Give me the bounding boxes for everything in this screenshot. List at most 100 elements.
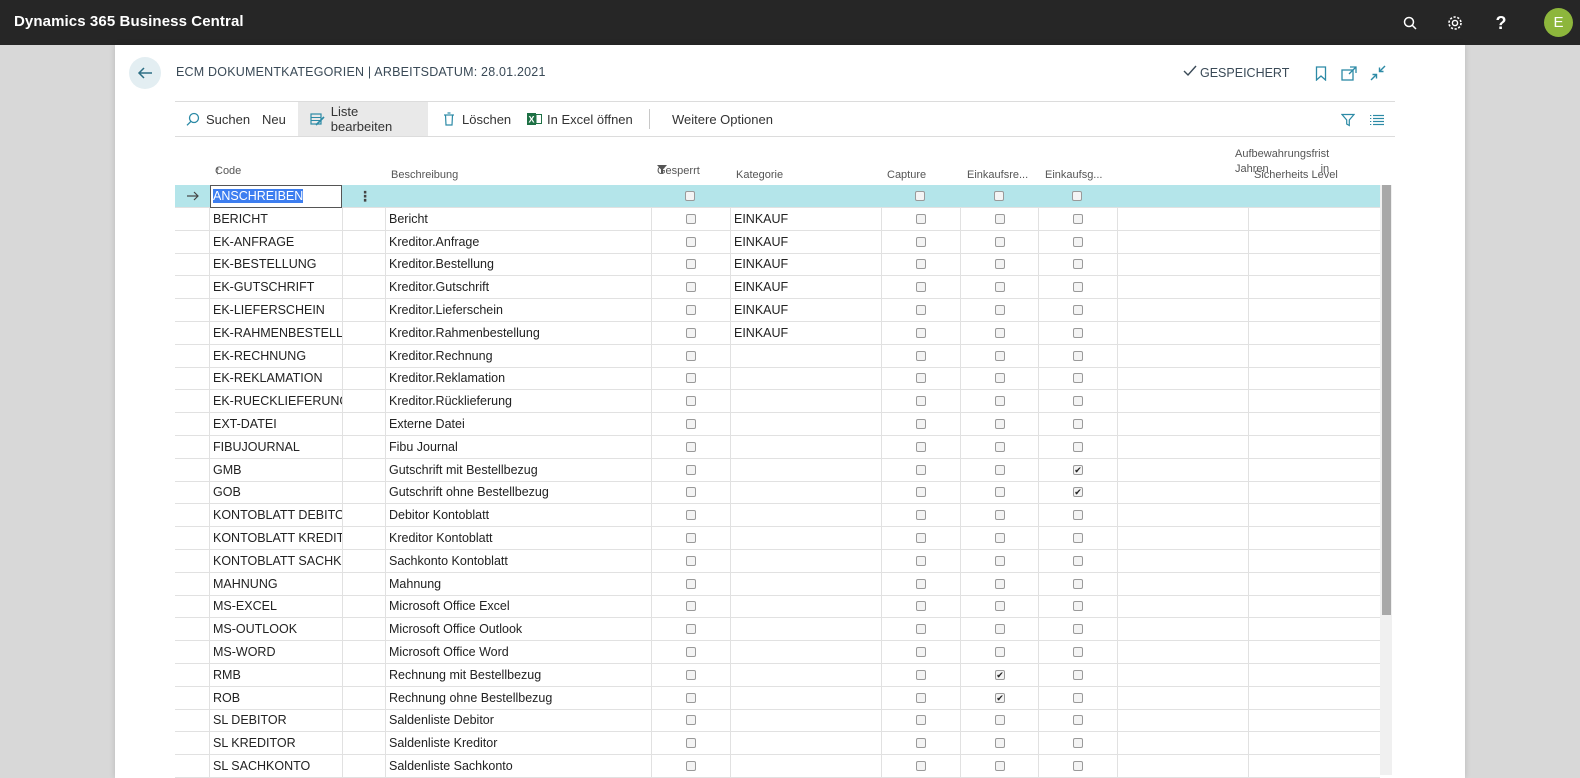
filter-icon[interactable]: [1339, 111, 1357, 129]
category-cell[interactable]: [730, 185, 882, 207]
description-cell[interactable]: Saldenliste Kreditor: [385, 732, 651, 755]
blocked-checkbox[interactable]: [686, 282, 696, 293]
code-cell[interactable]: EK-ANFRAGE: [209, 230, 342, 253]
table-row[interactable]: FIBUJOURNAL Fibu Journal: [175, 435, 1380, 459]
category-cell[interactable]: EINKAUF: [730, 207, 882, 230]
retention-cell[interactable]: [1117, 641, 1249, 663]
code-cell[interactable]: RMB: [209, 663, 342, 686]
category-cell[interactable]: [730, 686, 882, 709]
description-cell[interactable]: Kreditor.Rahmenbestellung: [385, 321, 651, 344]
description-cell[interactable]: Sachkonto Kontoblatt: [385, 549, 651, 572]
column-header-blocked[interactable]: Gesperrt: [657, 145, 732, 185]
column-header-code[interactable]: Code ↑: [215, 145, 385, 185]
delete-button[interactable]: Löschen: [435, 102, 517, 136]
description-cell[interactable]: Fibu Journal: [385, 435, 651, 458]
security-level-cell[interactable]: [1248, 572, 1380, 595]
capture-checkbox[interactable]: [916, 373, 926, 384]
category-cell[interactable]: EINKAUF: [730, 321, 882, 344]
category-cell[interactable]: [730, 732, 882, 755]
retention-cell[interactable]: [1117, 527, 1249, 549]
purchase-invoice-checkbox[interactable]: [995, 510, 1005, 521]
purchase-invoice-checkbox[interactable]: [995, 578, 1005, 589]
capture-checkbox[interactable]: [916, 396, 926, 407]
security-level-cell[interactable]: [1248, 435, 1380, 458]
search-icon[interactable]: [1398, 11, 1422, 35]
table-row[interactable]: EXT-DATEI Externe Datei: [175, 413, 1380, 436]
back-button[interactable]: [129, 57, 161, 89]
purchase-credit-checkbox[interactable]: [1073, 396, 1083, 407]
capture-checkbox[interactable]: [916, 350, 926, 361]
edit-list-button[interactable]: Liste bearbeiten: [298, 102, 428, 136]
retention-cell[interactable]: [1117, 663, 1249, 686]
code-cell[interactable]: EXT-DATEI: [209, 413, 342, 435]
purchase-credit-checkbox[interactable]: [1073, 236, 1083, 247]
security-level-cell[interactable]: [1248, 253, 1380, 276]
table-row[interactable]: EK-BESTELLUNG Kreditor.Bestellung EINKAUF: [175, 253, 1380, 277]
capture-checkbox[interactable]: [916, 761, 926, 771]
collapse-icon[interactable]: [1368, 63, 1388, 83]
category-cell[interactable]: [730, 344, 882, 367]
retention-cell[interactable]: [1117, 549, 1249, 572]
purchase-invoice-checkbox[interactable]: [995, 373, 1005, 384]
capture-checkbox[interactable]: [916, 715, 926, 726]
table-row[interactable]: BERICHT Bericht EINKAUF: [175, 207, 1380, 231]
description-cell[interactable]: Kreditor.Bestellung: [385, 253, 651, 276]
blocked-checkbox[interactable]: [686, 692, 696, 703]
blocked-checkbox[interactable]: [686, 738, 696, 749]
column-header-category[interactable]: Kategorie: [736, 145, 886, 185]
purchase-credit-checkbox[interactable]: [1073, 282, 1083, 293]
description-cell[interactable]: Rechnung ohne Bestellbezug: [385, 686, 651, 709]
blocked-checkbox[interactable]: [686, 669, 696, 680]
table-row[interactable]: EK-LIEFERSCHEIN Kreditor.Lieferschein EINK…: [175, 299, 1380, 322]
column-header-capture[interactable]: Capture: [887, 145, 962, 185]
category-cell[interactable]: [730, 367, 882, 390]
retention-cell[interactable]: [1117, 755, 1249, 777]
code-cell[interactable]: MAHNUNG: [209, 572, 342, 595]
column-header-purchase-invoice[interactable]: Einkaufsre...: [967, 145, 1042, 185]
purchase-invoice-checkbox[interactable]: [995, 282, 1005, 293]
retention-cell[interactable]: [1117, 390, 1249, 413]
capture-checkbox[interactable]: [916, 647, 926, 657]
category-cell[interactable]: [730, 618, 882, 641]
purchase-invoice-checkbox[interactable]: [995, 487, 1005, 498]
security-level-cell[interactable]: [1248, 185, 1380, 207]
security-level-cell[interactable]: [1248, 595, 1380, 618]
category-cell[interactable]: [730, 527, 882, 549]
capture-checkbox[interactable]: [916, 692, 926, 703]
purchase-credit-checkbox[interactable]: [1073, 669, 1083, 680]
description-cell[interactable]: Kreditor.Anfrage: [385, 230, 651, 253]
security-level-cell[interactable]: [1248, 230, 1380, 253]
security-level-cell[interactable]: [1248, 504, 1380, 527]
category-cell[interactable]: EINKAUF: [730, 299, 882, 321]
category-cell[interactable]: [730, 572, 882, 595]
category-cell[interactable]: [730, 458, 882, 481]
capture-checkbox[interactable]: [916, 282, 926, 293]
capture-checkbox[interactable]: [916, 669, 926, 680]
blocked-checkbox[interactable]: [686, 715, 696, 726]
blocked-checkbox[interactable]: [686, 761, 696, 771]
retention-cell[interactable]: [1117, 253, 1249, 276]
retention-cell[interactable]: [1117, 572, 1249, 595]
security-level-cell[interactable]: [1248, 549, 1380, 572]
retention-cell[interactable]: [1117, 732, 1249, 755]
code-cell[interactable]: SL DEBITOR: [209, 709, 342, 732]
purchase-invoice-checkbox[interactable]: [995, 601, 1005, 612]
code-cell[interactable]: ROB: [209, 686, 342, 709]
capture-checkbox[interactable]: [916, 578, 926, 589]
blocked-checkbox[interactable]: [686, 601, 696, 612]
capture-checkbox[interactable]: [916, 305, 926, 315]
bookmark-icon[interactable]: [1311, 63, 1331, 83]
capture-checkbox[interactable]: [916, 419, 926, 429]
column-header-purchase-credit[interactable]: Einkaufsg...: [1045, 145, 1120, 185]
table-row[interactable]: KONTOBLATT SACHK... Sachkonto Kontoblatt: [175, 549, 1380, 573]
purchase-credit-checkbox[interactable]: [1073, 510, 1083, 521]
table-row[interactable]: SL SACHKONTO Saldenliste Sachkonto: [175, 755, 1380, 778]
purchase-credit-checkbox[interactable]: [1073, 647, 1083, 657]
open-in-excel-button[interactable]: X In Excel öffnen: [520, 102, 639, 136]
security-level-cell[interactable]: [1248, 207, 1380, 230]
retention-cell[interactable]: [1117, 709, 1249, 732]
retention-cell[interactable]: [1117, 481, 1249, 504]
category-cell[interactable]: EINKAUF: [730, 230, 882, 253]
purchase-credit-checkbox[interactable]: [1073, 373, 1083, 384]
description-cell[interactable]: Kreditor.Reklamation: [385, 367, 651, 390]
